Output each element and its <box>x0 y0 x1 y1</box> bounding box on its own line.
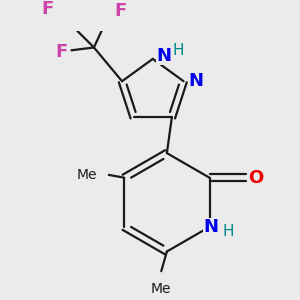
Text: H: H <box>222 224 233 238</box>
Text: O: O <box>248 169 263 187</box>
Text: H: H <box>172 43 184 58</box>
Text: N: N <box>157 47 172 65</box>
Text: F: F <box>41 1 54 19</box>
Text: Me: Me <box>151 283 172 296</box>
Text: F: F <box>115 2 127 20</box>
Text: Me: Me <box>77 168 98 182</box>
Text: N: N <box>189 72 204 90</box>
Text: F: F <box>56 43 68 61</box>
Text: N: N <box>203 218 218 236</box>
